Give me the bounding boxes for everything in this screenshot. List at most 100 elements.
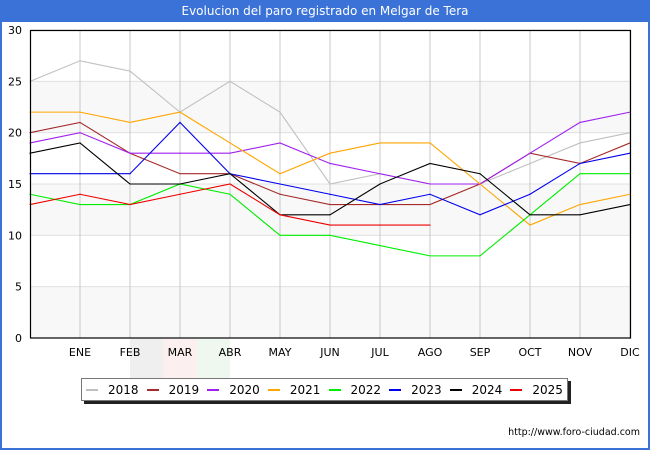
legend-swatch bbox=[207, 388, 220, 391]
data-point-2022 bbox=[429, 255, 431, 257]
data-point-2021 bbox=[579, 203, 581, 206]
data-point-2021 bbox=[479, 183, 481, 185]
data-point-2025 bbox=[329, 224, 331, 226]
data-point-2021 bbox=[279, 173, 281, 175]
data-point-2022 bbox=[329, 234, 331, 236]
data-point-2025 bbox=[179, 193, 181, 195]
data-point-2018 bbox=[529, 162, 531, 165]
data-point-2023 bbox=[329, 193, 331, 195]
legend-item-2024: 2024 bbox=[449, 383, 502, 397]
data-point-2018 bbox=[229, 80, 231, 82]
data-point-2018 bbox=[279, 111, 281, 113]
flag-band-black bbox=[130, 339, 163, 381]
data-point-2020 bbox=[79, 132, 81, 134]
data-point-2022 bbox=[279, 234, 281, 236]
data-point-2022 bbox=[229, 193, 231, 195]
legend-label: 2025 bbox=[532, 382, 563, 397]
legend-item-2021: 2021 bbox=[267, 382, 321, 397]
data-point-2022 bbox=[479, 255, 481, 257]
x-tick-label: JUN bbox=[319, 346, 340, 359]
data-point-2020 bbox=[529, 152, 531, 154]
legend-label: 2022 bbox=[350, 382, 382, 397]
data-point-2025 bbox=[379, 224, 381, 226]
x-tick-label: SEP bbox=[470, 346, 491, 359]
data-point-2020 bbox=[129, 152, 131, 154]
flag-watermark bbox=[130, 339, 230, 381]
legend-label: 2018 bbox=[108, 382, 139, 397]
flag-band-red bbox=[163, 339, 197, 381]
data-point-2023 bbox=[79, 173, 81, 175]
y-axis-ticks: 0 5 10 15 20 25 30 bbox=[8, 24, 22, 345]
x-tick-label: JUL bbox=[370, 346, 389, 359]
data-point-2023 bbox=[579, 162, 581, 165]
data-point-2024 bbox=[529, 214, 531, 216]
data-point-2021 bbox=[329, 152, 331, 154]
data-point-2024 bbox=[429, 162, 431, 165]
data-point-2025 bbox=[79, 193, 81, 195]
y-tick-label: 25 bbox=[8, 75, 22, 88]
chart-title: Evolucion del paro registrado en Melgar … bbox=[0, 0, 650, 22]
x-tick-label: OCT bbox=[518, 346, 541, 359]
data-point-2024 bbox=[579, 214, 581, 216]
data-point-2020 bbox=[329, 162, 331, 165]
data-point-2019 bbox=[179, 173, 181, 175]
legend-swatch bbox=[389, 388, 402, 391]
data-point-2024 bbox=[179, 183, 181, 185]
legend-swatch bbox=[146, 388, 159, 391]
x-tick-label: AGO bbox=[418, 346, 443, 359]
data-point-2021 bbox=[229, 142, 231, 144]
data-point-2024 bbox=[329, 214, 331, 216]
data-point-2018 bbox=[579, 142, 581, 144]
data-point-2021 bbox=[429, 142, 431, 144]
data-point-2020 bbox=[429, 183, 431, 185]
legend-swatch bbox=[86, 388, 99, 391]
flag-band-green bbox=[197, 339, 230, 381]
legend-label: 2019 bbox=[168, 382, 200, 397]
data-point-2020 bbox=[579, 121, 581, 123]
plot-frame bbox=[29, 29, 632, 339]
legend-item-2025: 2025 bbox=[510, 383, 563, 397]
data-point-2020 bbox=[179, 152, 181, 154]
legend-item-2018: 2018 bbox=[86, 383, 139, 397]
data-point-2018 bbox=[79, 60, 81, 62]
legend-item-2023: 2023 bbox=[389, 383, 442, 397]
data-point-2018 bbox=[329, 183, 331, 185]
data-point-2021 bbox=[179, 111, 181, 113]
data-point-2021 bbox=[129, 121, 131, 123]
y-tick-label: 10 bbox=[8, 229, 22, 242]
y-tick-label: 30 bbox=[8, 24, 22, 37]
legend-label: 2021 bbox=[289, 382, 321, 397]
data-point-2023 bbox=[479, 214, 481, 216]
legend-item-2022: 2022 bbox=[328, 382, 382, 397]
data-point-2024 bbox=[379, 183, 381, 185]
x-tick-label: FEB bbox=[120, 346, 141, 359]
legend: 2018 2019 2020 2021 2022 2023 2024 2025 bbox=[81, 378, 568, 401]
data-point-2023 bbox=[429, 193, 431, 195]
data-point-2023 bbox=[279, 183, 281, 185]
source-credit: http://www.foro-ciudad.com bbox=[508, 427, 640, 438]
legend-swatch bbox=[449, 388, 462, 391]
data-point-2023 bbox=[129, 173, 131, 175]
series-lines bbox=[29, 60, 631, 257]
data-point-2022 bbox=[379, 245, 381, 247]
y-tick-label: 0 bbox=[15, 332, 22, 345]
legend-item-2020: 2020 bbox=[207, 383, 260, 397]
x-axis-ticks: ENE FEB MAR ABR MAY JUN JUL AGO SEP OCT NOV DIC bbox=[69, 346, 640, 359]
data-point-2020 bbox=[229, 152, 231, 154]
x-tick-label: DIC bbox=[620, 346, 640, 359]
data-point-2024 bbox=[129, 183, 131, 185]
data-point-2021 bbox=[379, 142, 381, 144]
data-point-2020 bbox=[279, 142, 281, 144]
y-tick-label: 15 bbox=[8, 178, 22, 191]
data-point-2024 bbox=[79, 142, 81, 144]
legend-swatch bbox=[267, 388, 280, 391]
y-tick-label: 5 bbox=[15, 281, 22, 294]
y-tick-label: 20 bbox=[8, 127, 22, 140]
x-tick-label: ABR bbox=[219, 346, 242, 359]
x-tick-label: MAY bbox=[269, 346, 292, 359]
data-point-2022 bbox=[79, 203, 81, 206]
data-point-2018 bbox=[129, 70, 131, 72]
legend-label: 2023 bbox=[411, 382, 442, 397]
data-point-2023 bbox=[379, 203, 381, 206]
